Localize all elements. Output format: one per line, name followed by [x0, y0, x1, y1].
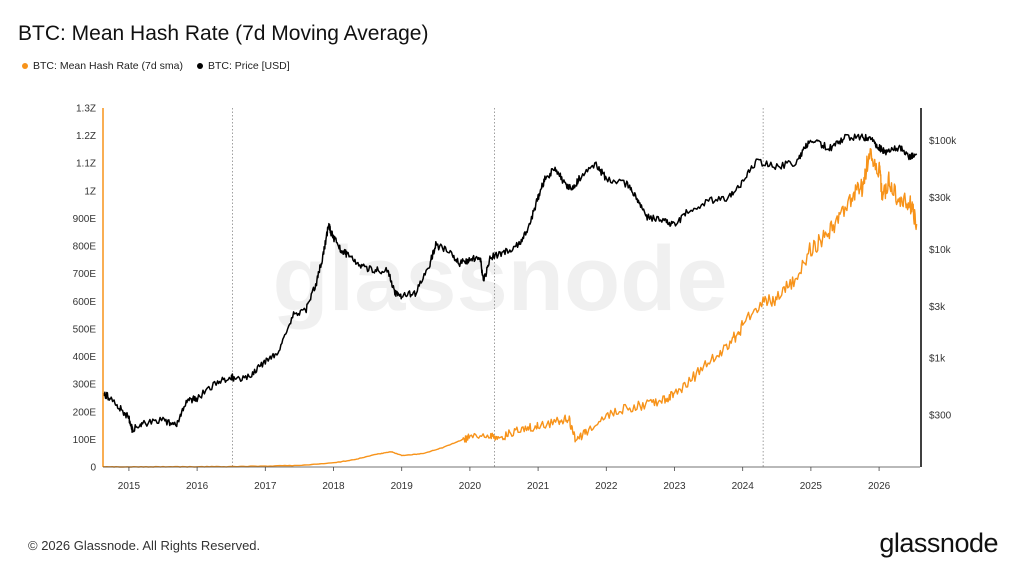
- x-tick-label: 2021: [527, 481, 550, 492]
- x-tick-label: 2018: [322, 481, 345, 492]
- y-left-tick-label: 900E: [73, 214, 97, 225]
- legend-label-price: BTC: Price [USD]: [207, 60, 290, 72]
- y-left-tick-label: 1Z: [84, 186, 96, 197]
- y-right-tick-label: $1k: [929, 354, 946, 365]
- y-left-tick-label: 200E: [73, 407, 97, 418]
- y-right-tick-label: $10k: [929, 245, 952, 256]
- y-left-tick-label: 600E: [73, 297, 97, 308]
- y-left-tick-label: 0: [90, 463, 96, 474]
- chart-title: BTC: Mean Hash Rate (7d Moving Average): [18, 22, 429, 45]
- series-line-price: [102, 133, 918, 434]
- x-tick-label: 2020: [459, 481, 482, 492]
- x-tick-label: 2026: [868, 481, 891, 492]
- y-left-tick-label: 500E: [73, 324, 97, 335]
- y-left-tick-label: 800E: [73, 242, 97, 253]
- x-tick-label: 2024: [732, 481, 755, 492]
- legend-dot-hash-rate: [22, 63, 28, 69]
- y-right-tick-label: $30k: [929, 193, 952, 204]
- legend-label-hash-rate: BTC: Mean Hash Rate (7d sma): [33, 60, 183, 72]
- footer-logo[interactable]: glassnode: [879, 528, 998, 558]
- axes: 0 100E 200E 300E 400E 500E 600E 700E 800E 900E 1Z 1…: [73, 104, 958, 493]
- x-tick-label: 2017: [254, 481, 277, 492]
- footer-copyright: © 2026 Glassnode. All Rights Reserved.: [28, 538, 261, 553]
- y-left-tick-label: 300E: [73, 380, 97, 391]
- x-tick-label: 2015: [118, 481, 141, 492]
- y-left-tick-label: 700E: [73, 269, 97, 280]
- series-line-hash-rate: [102, 148, 918, 468]
- y-right-tick-label: $3k: [929, 302, 946, 313]
- vertical-markers: [232, 108, 764, 467]
- y-left-tick-label: 1.1Z: [76, 159, 96, 170]
- x-tick-label: 2016: [186, 481, 209, 492]
- legend-item-price[interactable]: BTC: Price [USD]: [196, 60, 290, 72]
- x-tick-label: 2025: [800, 481, 823, 492]
- y-right-tick-label: $100k: [929, 136, 957, 147]
- watermark-text: glassnode: [272, 228, 727, 330]
- y-left-tick-label: 100E: [73, 435, 97, 446]
- x-tick-label: 2023: [663, 481, 686, 492]
- y-left-tick-label: 1.2Z: [76, 131, 96, 142]
- legend-dot-price: [196, 63, 203, 69]
- legend: BTC: Mean Hash Rate (7d sma) BTC: Price …: [22, 60, 290, 72]
- x-tick-label: 2019: [391, 481, 414, 492]
- y-right-tick-label: $300: [929, 411, 952, 422]
- legend-item-hash-rate[interactable]: BTC: Mean Hash Rate (7d sma): [22, 60, 183, 72]
- series-layer: [102, 133, 918, 468]
- y-left-tick-label: 400E: [73, 352, 97, 363]
- x-tick-label: 2022: [595, 481, 618, 492]
- y-left-tick-label: 1.3Z: [76, 104, 96, 115]
